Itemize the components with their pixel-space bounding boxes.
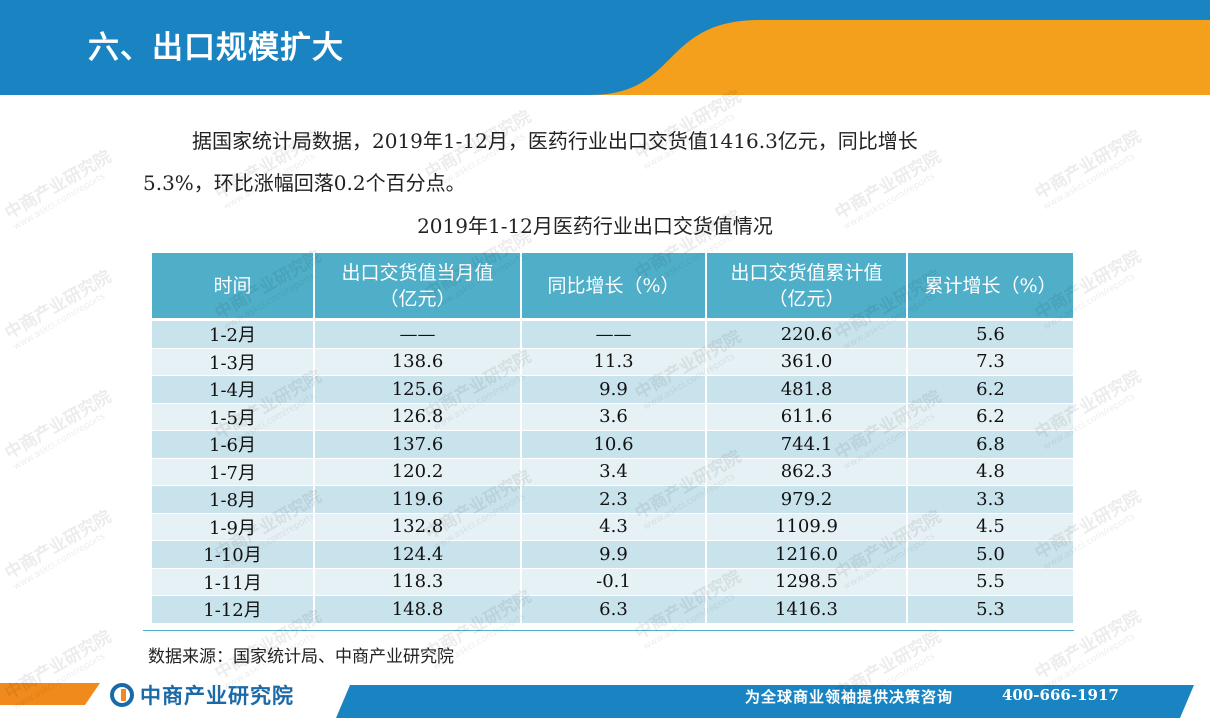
table-cell: 118.3 [314, 568, 522, 596]
source-divider [143, 630, 1074, 631]
table-cell: 744.1 [706, 430, 908, 459]
table-row: 1-3月 138.6 11.3 361.0 7.3 [152, 348, 1073, 376]
table-cell: 3.4 [521, 458, 707, 486]
table-cell: 862.3 [706, 458, 908, 486]
table-cell: 3.3 [907, 485, 1073, 514]
table-cell: 1-7月 [152, 458, 315, 486]
table-cell: 1298.5 [706, 568, 908, 596]
table-row: 1-7月 120.2 3.4 862.3 4.8 [152, 458, 1073, 486]
table-cell: 1-6月 [152, 430, 315, 459]
page-title: 六、出口规模扩大 [88, 30, 344, 66]
header-monthly-value: 出口交货值当月值 （亿元） [314, 253, 522, 321]
table-title-wrap: 2019年1-12月医药行业出口交货值情况 [0, 210, 1210, 239]
export-data-table: 时间 出口交货值当月值 （亿元） 同比增长（%） 出口交货值累计值 （亿元） 累计增… [152, 253, 1073, 624]
table-cell: 1-4月 [152, 375, 315, 404]
table-cell: 11.3 [521, 348, 707, 376]
table-row: 1-4月 125.6 9.9 481.8 6.2 [152, 375, 1073, 404]
table-cell: —— [314, 319, 522, 349]
table-cell: 6.2 [907, 375, 1073, 404]
table-cell: -0.1 [521, 568, 707, 596]
footer-background [0, 683, 1194, 718]
table-cell: 9.9 [521, 375, 707, 404]
table-cell: 611.6 [706, 403, 908, 431]
table-cell: 1416.3 [706, 595, 908, 624]
table-cell: 3.6 [521, 403, 707, 431]
table-cell: 6.3 [521, 595, 707, 624]
table-cell: 138.6 [314, 348, 522, 376]
table-cell: 361.0 [706, 348, 908, 376]
table-cell: 1-12月 [152, 595, 315, 624]
table-cell: 481.8 [706, 375, 908, 404]
table-cell: 126.8 [314, 403, 522, 431]
table-cell: 125.6 [314, 375, 522, 404]
table-cell: 6.8 [907, 430, 1073, 459]
table-cell: 4.5 [907, 513, 1073, 541]
table-cell: 220.6 [706, 319, 908, 349]
table-row: 1-10月 124.4 9.9 1216.0 5.0 [152, 540, 1073, 569]
intro-paragraph: 据国家统计局数据，2019年1-12月，医药行业出口交货值1416.3亿元，同比… [143, 120, 1043, 204]
table-cell: 1-5月 [152, 403, 315, 431]
footer-bar [0, 683, 1210, 718]
table-cell: 119.6 [314, 485, 522, 514]
table-cell: 5.5 [907, 568, 1073, 596]
footer-phone: 400-666-1917 [1002, 686, 1119, 704]
table-row: 1-2月 —— —— 220.6 5.6 [152, 319, 1073, 349]
table-row: 1-11月 118.3 -0.1 1298.5 5.5 [152, 568, 1073, 596]
table-cell: 7.3 [907, 348, 1073, 376]
logo-icon [110, 683, 134, 707]
table-cell: 132.8 [314, 513, 522, 541]
table-cell: 4.8 [907, 458, 1073, 486]
header-time: 时间 [152, 253, 315, 321]
table-cell: 124.4 [314, 540, 522, 569]
paragraph-line-2: 5.3%，环比涨幅回落0.2个百分点。 [143, 171, 466, 195]
footer-slogan: 为全球商业领袖提供决策咨询 [745, 688, 954, 706]
header-background [0, 0, 1210, 95]
paragraph-line-1: 据国家统计局数据，2019年1-12月，医药行业出口交货值1416.3亿元，同比… [192, 129, 918, 153]
table-cell: 4.3 [521, 513, 707, 541]
table-row: 1-6月 137.6 10.6 744.1 6.8 [152, 430, 1073, 459]
table-header-row: 时间 出口交货值当月值 （亿元） 同比增长（%） 出口交货值累计值 （亿元） 累计增… [152, 253, 1073, 321]
table-cell: 10.6 [521, 430, 707, 459]
header-cumulative-growth: 累计增长（%） [907, 253, 1073, 321]
table-cell: 2.3 [521, 485, 707, 514]
table-cell: 1-10月 [152, 540, 315, 569]
table-row: 1-9月 132.8 4.3 1109.9 4.5 [152, 513, 1073, 541]
table-cell: 1109.9 [706, 513, 908, 541]
table-cell: 5.0 [907, 540, 1073, 569]
data-source: 数据来源：国家统计局、中商产业研究院 [148, 647, 454, 667]
table-cell: 1-9月 [152, 513, 315, 541]
table-cell: 137.6 [314, 430, 522, 459]
table-title: 2019年1-12月医药行业出口交货值情况 [417, 214, 773, 238]
table-cell: 9.9 [521, 540, 707, 569]
table-cell: 6.2 [907, 403, 1073, 431]
table-cell: 5.3 [907, 595, 1073, 624]
table-cell: 1-11月 [152, 568, 315, 596]
logo-text: 中商产业研究院 [140, 684, 294, 708]
table-cell: 1-3月 [152, 348, 315, 376]
table-row: 1-12月 148.8 6.3 1416.3 5.3 [152, 595, 1073, 624]
header-banner: 六、出口规模扩大 [0, 0, 1210, 95]
table-cell: —— [521, 319, 707, 349]
header-cumulative-value: 出口交货值累计值 （亿元） [706, 253, 908, 321]
table-cell: 5.6 [907, 319, 1073, 349]
table-cell: 979.2 [706, 485, 908, 514]
header-yoy-growth: 同比增长（%） [521, 253, 707, 321]
table-cell: 120.2 [314, 458, 522, 486]
table-row: 1-5月 126.8 3.6 611.6 6.2 [152, 403, 1073, 431]
table-cell: 148.8 [314, 595, 522, 624]
table-cell: 1-2月 [152, 319, 315, 349]
table-cell: 1-8月 [152, 485, 315, 514]
table-cell: 1216.0 [706, 540, 908, 569]
table-row: 1-8月 119.6 2.3 979.2 3.3 [152, 485, 1073, 514]
company-logo: 中商产业研究院 [110, 683, 294, 708]
